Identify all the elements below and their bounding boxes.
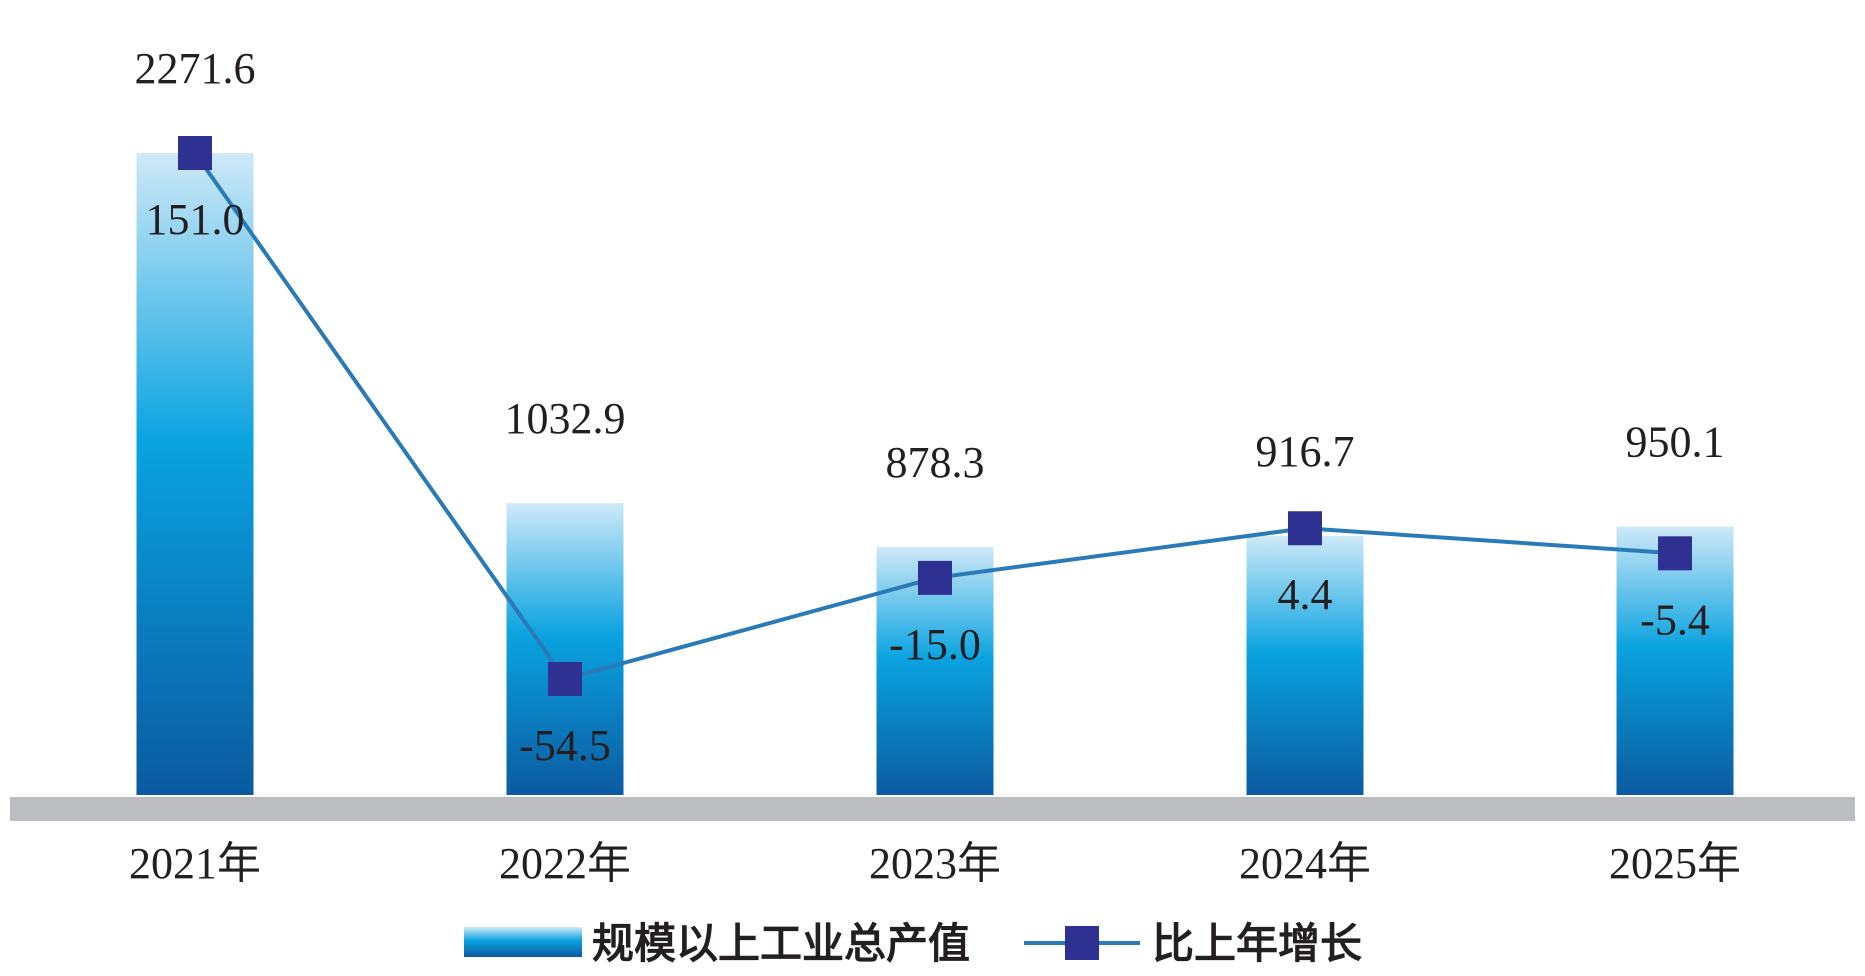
line-value-label: -5.4 <box>1640 595 1710 644</box>
bar-value-label: 916.7 <box>1256 427 1355 476</box>
bar-0 <box>136 153 254 795</box>
x-tick-label: 2022年 <box>499 839 631 888</box>
line-series <box>178 136 1692 696</box>
x-axis-tick-labels: 2021年 2022年 2023年 2024年 2025年 <box>129 839 1741 888</box>
line-value-label: 4.4 <box>1278 570 1333 619</box>
legend-bar-label: 规模以上工业总产值 <box>592 919 970 968</box>
x-axis-baseline <box>10 797 1855 821</box>
line-value-label: -15.0 <box>889 620 981 669</box>
x-tick-label: 2024年 <box>1239 839 1371 888</box>
bar-value-label: 878.3 <box>886 438 985 487</box>
bar-value-label: 2271.6 <box>135 44 256 93</box>
line-value-label: 151.0 <box>146 195 245 244</box>
legend-line-label: 比上年增长 <box>1152 919 1362 968</box>
legend-line-marker <box>1065 926 1099 960</box>
data-labels: 2271.6 1032.9 878.3 916.7 950.1 151.0 -54.5 -15… <box>135 44 1725 770</box>
line-marker-4 <box>1658 536 1692 571</box>
legend: 规模以上工业总产值 比上年增长 <box>464 919 1362 968</box>
line-value-label: -54.5 <box>519 721 611 770</box>
bar-value-label: 1032.9 <box>505 394 626 443</box>
bar-value-label: 950.1 <box>1626 417 1725 466</box>
x-tick-label: 2021年 <box>129 839 261 888</box>
bar-4 <box>1616 526 1734 795</box>
bar-1 <box>506 503 624 795</box>
bar-3 <box>1246 535 1364 795</box>
x-tick-label: 2023年 <box>869 839 1001 888</box>
line-marker-2 <box>918 560 952 595</box>
line-marker-1 <box>548 662 582 696</box>
line-marker-0 <box>178 136 212 170</box>
x-tick-label: 2025年 <box>1609 839 1741 888</box>
line-marker-3 <box>1288 511 1322 546</box>
legend-bar-swatch <box>464 927 582 957</box>
bar-series <box>136 153 1734 795</box>
